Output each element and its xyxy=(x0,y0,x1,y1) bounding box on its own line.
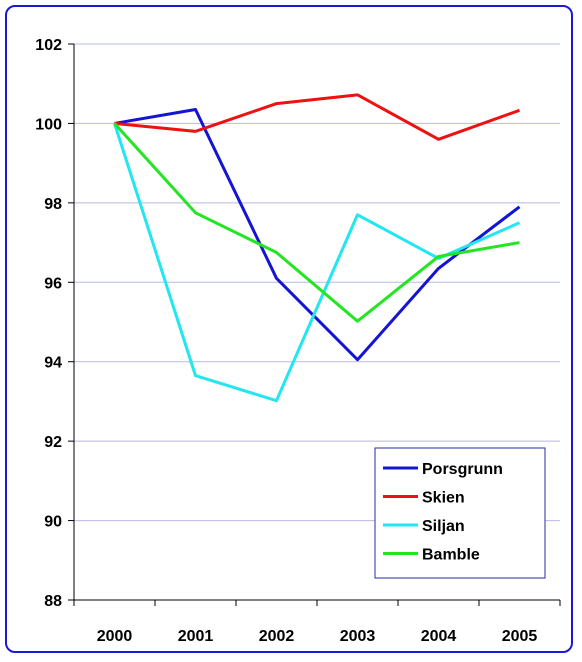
x-tick-labels: 2000 2001 2002 2003 2004 2005 xyxy=(97,628,538,645)
legend-label: Bamble xyxy=(422,547,480,564)
y-tick-label: 88 xyxy=(44,593,62,610)
y-tick-label: 100 xyxy=(35,116,62,133)
legend-label: Porsgrunn xyxy=(422,461,503,478)
y-tick-label: 90 xyxy=(44,514,62,531)
legend-box xyxy=(374,447,546,579)
x-tick-label: 2001 xyxy=(178,628,214,645)
y-tick-label: 94 xyxy=(44,355,62,372)
series-lines xyxy=(113,93,521,403)
legend: Porsgrunn Skien Siljan Bamble xyxy=(374,447,546,579)
y-tick-label: 96 xyxy=(44,275,62,292)
x-tick-label: 2003 xyxy=(340,628,376,645)
legend-label: Skien xyxy=(422,490,465,507)
axes xyxy=(68,43,561,606)
series-line-bamble xyxy=(113,122,520,323)
y-tick-label: 102 xyxy=(35,37,62,54)
series-line-siljan xyxy=(113,122,521,403)
legend-label: Siljan xyxy=(422,518,465,535)
series-line-porsgrunn xyxy=(114,108,521,362)
x-tick-label: 2002 xyxy=(259,628,295,645)
series-line-skien xyxy=(114,93,521,141)
x-tick-label: 2005 xyxy=(502,628,538,645)
x-tick-label: 2000 xyxy=(97,628,133,645)
x-tick-label: 2004 xyxy=(421,628,457,645)
y-tick-labels: 88 90 92 94 96 98 100 102 xyxy=(35,37,62,610)
y-tick-label: 92 xyxy=(44,434,62,451)
y-tick-label: 98 xyxy=(44,196,62,213)
